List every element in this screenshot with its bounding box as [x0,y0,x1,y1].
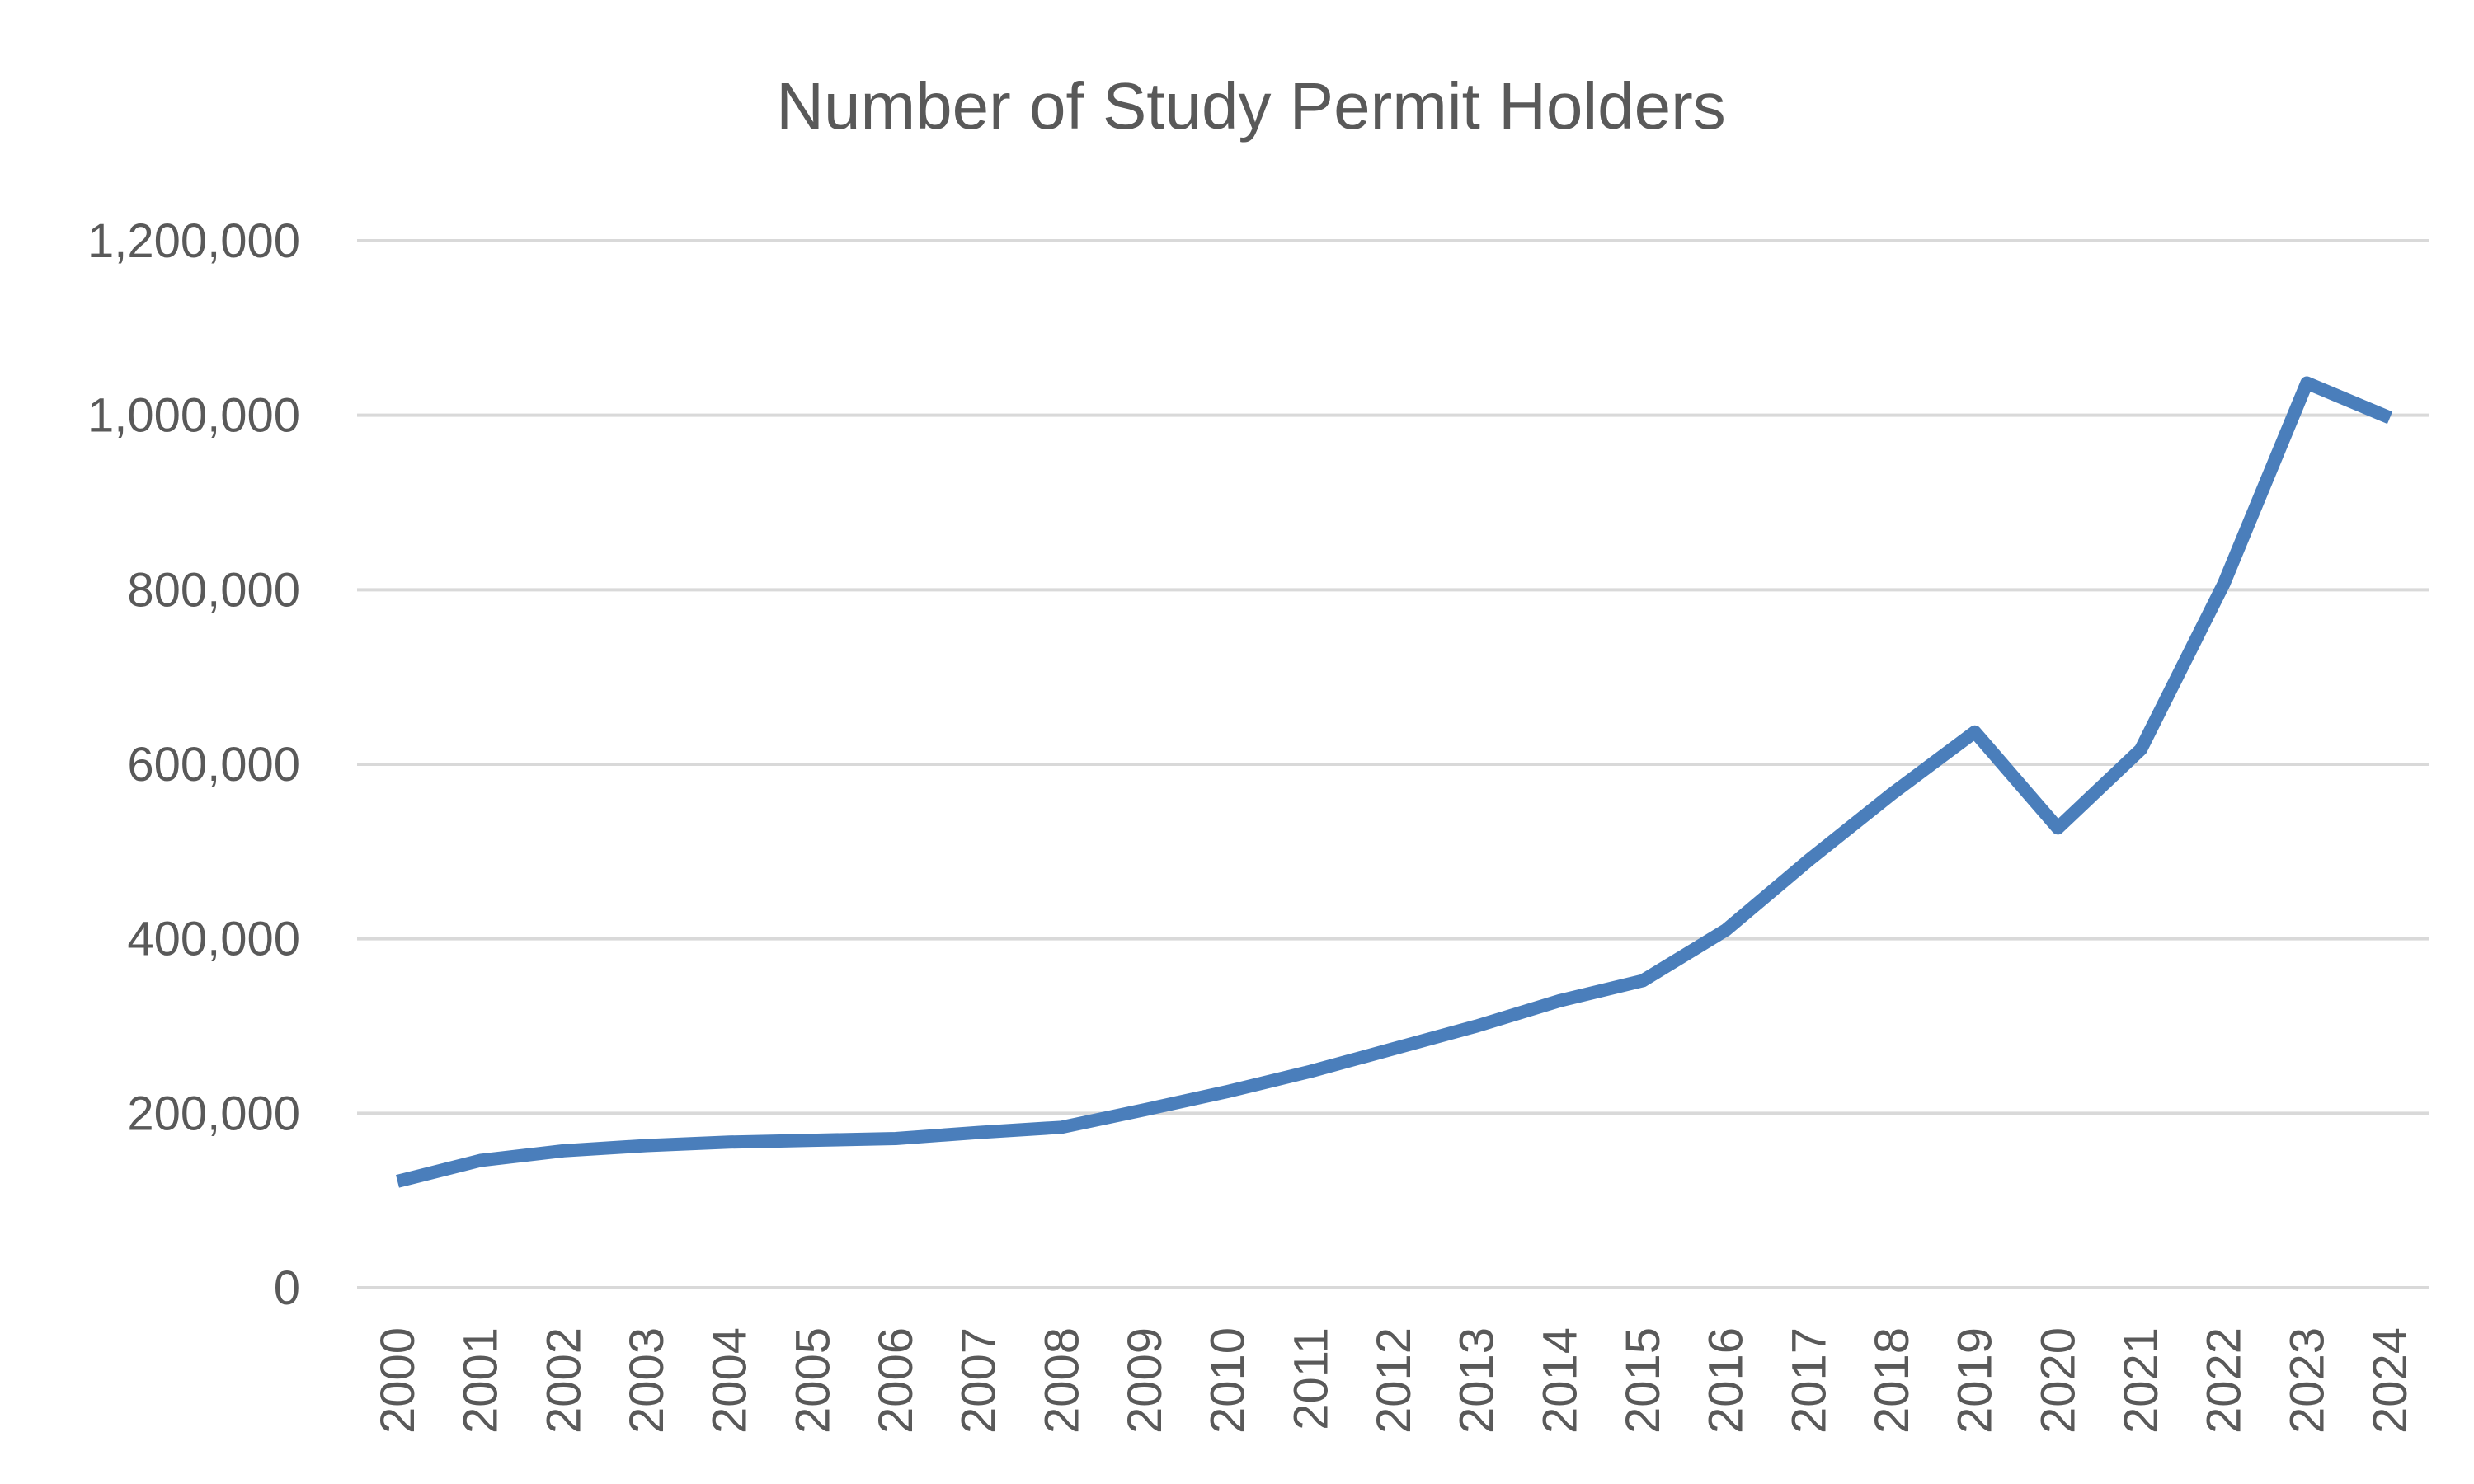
data-point [1802,853,1815,866]
chart-title: Number of Study Permit Holders [776,69,1726,143]
x-tick-label: 2018 [1865,1327,1919,1434]
data-point [640,1139,653,1152]
y-tick-label: 200,000 [127,1087,300,1140]
x-tick-label: 2000 [371,1327,425,1434]
x-tick-label: 2009 [1118,1327,1172,1434]
x-tick-label: 2017 [1782,1327,1836,1434]
data-point [1304,1065,1317,1078]
data-point [1553,994,1566,1007]
x-tick-label: 2016 [1700,1327,1753,1434]
data-point [2300,377,2313,390]
data-point [391,1175,404,1188]
data-point [1138,1103,1151,1116]
data-point [972,1126,985,1139]
x-tick-label: 2020 [2031,1327,2085,1434]
x-tick-label: 2021 [2114,1327,2168,1434]
data-point [2383,411,2396,425]
x-tick-label: 2019 [1949,1327,2002,1434]
y-tick-label: 800,000 [127,563,300,617]
data-point [474,1153,487,1167]
data-point [1885,787,1898,801]
y-axis-tick-labels: 0 200,000 400,000 600,000 800,000 1,000,000 1,… [87,214,300,1315]
data-point [889,1132,902,1145]
data-point [1221,1085,1235,1098]
x-tick-label: 2011 [1284,1327,1338,1430]
x-tick-label: 2002 [537,1327,590,1434]
x-axis-tick-labels: 2000 2001 2002 2003 2004 2005 2006 2007 2008 2009… [371,1327,2417,1434]
x-tick-label: 2015 [1616,1327,1670,1434]
x-tick-label: 2004 [703,1327,757,1434]
series-line [396,376,2393,1188]
data-point [1719,923,1733,937]
x-tick-label: 2010 [1202,1327,1255,1434]
data-point [2134,743,2147,756]
x-tick-label: 2023 [2280,1327,2334,1434]
x-tick-label: 2014 [1533,1327,1587,1434]
x-tick-label: 2008 [1035,1327,1089,1434]
data-point [2051,821,2064,834]
data-point [1387,1042,1400,1055]
data-point [806,1134,819,1147]
data-point [2218,577,2231,590]
y-tick-label: 600,000 [127,738,300,791]
x-tick-label: 2006 [869,1327,923,1434]
data-point [1055,1120,1068,1134]
x-tick-label: 2005 [786,1327,840,1434]
x-tick-label: 2003 [620,1327,674,1434]
y-tick-label: 1,200,000 [87,214,300,268]
gridlines [357,239,2429,1289]
x-tick-label: 2013 [1451,1327,1504,1434]
x-tick-label: 2001 [454,1327,508,1434]
data-point [1968,726,1982,739]
data-point [1636,974,1649,987]
series-layer [391,376,2396,1188]
x-tick-label: 2022 [2198,1327,2251,1434]
x-tick-label: 2007 [952,1327,1006,1434]
data-point [557,1144,570,1158]
data-point [723,1135,736,1148]
y-tick-label: 0 [274,1261,300,1315]
x-tick-label: 2012 [1367,1327,1421,1434]
x-tick-label: 2024 [2363,1327,2417,1434]
data-point [1470,1020,1484,1033]
y-tick-label: 400,000 [127,913,300,966]
y-tick-label: 1,000,000 [87,389,300,443]
